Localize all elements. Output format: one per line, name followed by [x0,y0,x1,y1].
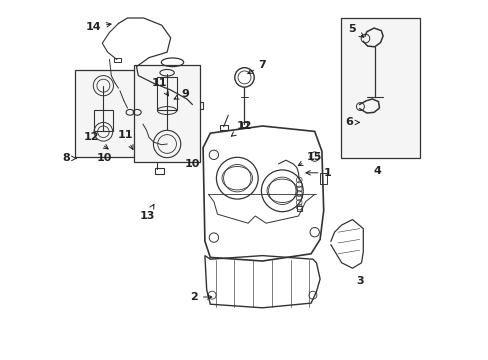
Text: 13: 13 [140,204,155,221]
Text: 15: 15 [298,152,322,166]
Text: 11: 11 [152,78,168,96]
Text: 10: 10 [184,159,200,169]
Bar [114,58,121,62]
Bar [241,122,247,127]
Bar [94,110,113,131]
Text: 4: 4 [373,166,381,176]
Bar [320,173,326,184]
Text: 6: 6 [344,117,359,127]
Bar [188,102,203,109]
Text: 1: 1 [305,168,330,178]
Text: 7: 7 [247,60,266,73]
Bar [220,125,228,130]
Text: 8: 8 [62,153,76,163]
Bar [340,18,419,158]
Text: 10: 10 [96,153,112,163]
Bar [296,206,302,211]
Text: 3: 3 [355,276,363,286]
Bar [116,86,123,91]
Bar [133,65,200,162]
Bar [154,168,163,174]
Text: 11: 11 [118,130,133,149]
Text: 9: 9 [174,89,189,99]
Text: 5: 5 [348,24,363,37]
Bar [75,70,134,157]
Text: 12: 12 [83,132,108,149]
Text: 14: 14 [85,22,111,32]
Text: 12: 12 [231,121,252,136]
Text: 2: 2 [190,292,211,302]
Bar [157,77,177,110]
